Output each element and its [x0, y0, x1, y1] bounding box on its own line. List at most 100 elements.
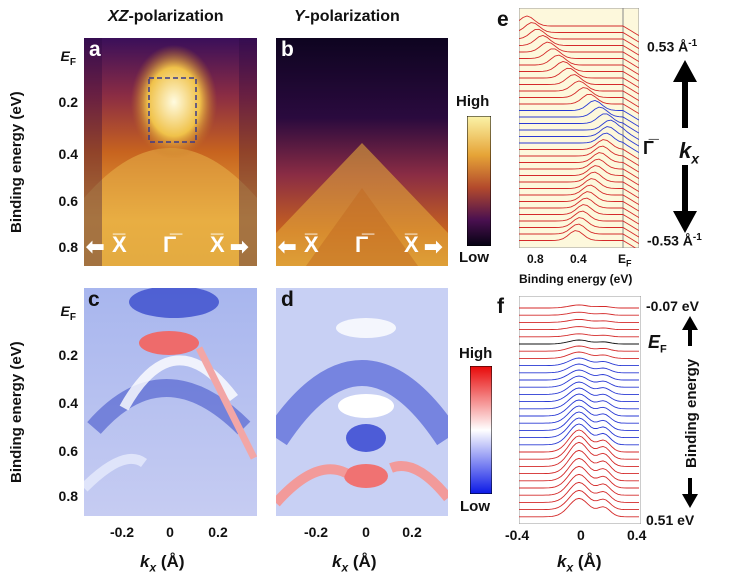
e-gamma: Γ̅	[643, 138, 654, 158]
ytick-0.6-bottom: 0.6	[58, 443, 78, 459]
e-top-label: 0.53 Å-1	[647, 38, 698, 55]
edc-curve	[519, 61, 639, 82]
xtick-d-0: 0	[362, 524, 370, 540]
mdc-curve	[519, 369, 639, 381]
edc-curve	[519, 139, 639, 160]
mdc-curve	[519, 497, 639, 518]
panel-c-heatmap	[84, 288, 257, 516]
edc-curve	[519, 217, 639, 238]
edc-curve	[519, 100, 639, 121]
e-xtick-0.4: 0.4	[570, 252, 587, 266]
edc-curve	[519, 126, 639, 147]
mdc-curve	[519, 473, 639, 496]
mdc-curve	[519, 351, 639, 359]
mdc-curve	[519, 411, 639, 431]
xtick-d-0.2: 0.2	[402, 524, 422, 540]
mdc-curve	[519, 333, 639, 338]
ytick-0.4-bottom: 0.4	[58, 395, 78, 411]
edc-curve	[519, 171, 639, 192]
edc-curve	[519, 230, 637, 248]
edc-curve	[519, 74, 639, 95]
ytick-0.6-top: 0.6	[58, 193, 78, 209]
edc-curve	[519, 152, 639, 173]
colorbar-bottom	[470, 366, 492, 494]
gamma-a: Γ̅	[163, 232, 177, 257]
edc-curve	[519, 80, 639, 101]
edc-curve	[519, 178, 639, 199]
f-x-label: kx (Å)	[557, 552, 602, 575]
panel-d-heatmap	[276, 288, 448, 516]
edc-curve	[519, 48, 639, 69]
xbar-left-b: X̅	[304, 232, 319, 257]
arrow-up-icon	[673, 60, 697, 128]
e-k-label: kx	[679, 138, 700, 167]
edc-curve	[519, 28, 639, 49]
edc-curve	[519, 197, 639, 218]
edc-curve	[519, 106, 639, 127]
mdc-curve	[519, 387, 639, 403]
mdc-curve	[519, 417, 639, 439]
mdc-curve	[519, 489, 639, 511]
f-xtick-neg0.4: -0.4	[505, 527, 530, 543]
edc-curve	[519, 41, 639, 62]
edc-curve	[519, 191, 639, 212]
ytick-0.2-bottom: 0.2	[58, 347, 78, 363]
e-x-label: Binding energy (eV)	[519, 272, 633, 286]
colorbar-top-high: High	[456, 93, 490, 110]
xtick-c-0.2: 0.2	[208, 524, 228, 540]
mdc-curve	[519, 429, 639, 453]
panel-e-curves	[519, 8, 639, 248]
mdc-curve	[519, 457, 639, 482]
edc-curve	[519, 87, 639, 108]
mdc-curve	[519, 318, 639, 323]
edc-curve	[519, 145, 639, 166]
e-xtick-0.8: 0.8	[527, 252, 544, 266]
f-ef-label: EF	[648, 332, 667, 356]
ytick-0.8-top: 0.8	[58, 239, 78, 255]
mdc-curve	[519, 399, 639, 417]
x-axis-label-d: kx (Å)	[332, 552, 377, 575]
xbar-right-b: X̅	[404, 232, 419, 257]
edc-curve	[519, 210, 639, 231]
colorbar-bottom-low: Low	[460, 498, 490, 515]
arrow-left-icon: ⬅	[278, 234, 297, 259]
panel-b-label: b	[281, 38, 294, 61]
edc-curve	[519, 119, 639, 140]
x-axis-label-c: kx (Å)	[140, 552, 185, 575]
mdc-curve	[519, 393, 639, 410]
xtick-c-neg0.2: -0.2	[109, 524, 135, 540]
panel-f-label: f	[497, 295, 504, 318]
panel-a-heatmap	[84, 38, 257, 266]
arrow-left-icon: ⬅	[86, 234, 105, 259]
arrow-right-icon: ➡	[424, 234, 443, 259]
mdc-curve	[519, 339, 639, 345]
mdc-curve	[519, 441, 639, 467]
colorbar-bottom-high: High	[459, 345, 493, 362]
panel-b-heatmap	[276, 38, 448, 266]
e-bottom-label: -0.53 Å-1	[647, 232, 702, 249]
edc-curve	[519, 15, 639, 36]
e-xtick-ef: EF	[618, 252, 632, 269]
mdc-curve	[519, 405, 639, 424]
colorbar-top-low: Low	[459, 249, 489, 266]
ytick-0.4-top: 0.4	[58, 146, 78, 162]
title-xz-polarization: XZ-polarization	[108, 8, 224, 25]
title-y-polarization: Y-polarization	[294, 8, 400, 25]
edc-curve	[519, 184, 639, 205]
panel-a-label: a	[89, 38, 101, 61]
edc-curve	[519, 223, 639, 244]
ytick-0.8-bottom: 0.8	[58, 488, 78, 504]
xtick-c-0: 0	[166, 524, 174, 540]
mdc-curve	[519, 465, 639, 489]
ytick-0.2-top: 0.2	[58, 94, 78, 110]
mdc-curve	[519, 345, 639, 352]
edc-curve	[519, 204, 639, 225]
edc-curve	[519, 93, 639, 114]
f-top-label: -0.07 eV	[646, 298, 699, 314]
y-axis-label-top: Binding energy (eV)	[8, 91, 25, 233]
xbar-right-a: X̅	[210, 232, 225, 257]
mdc-curve	[519, 481, 639, 503]
arrow-right-icon: ➡	[230, 234, 249, 259]
panel-f-frame	[519, 296, 641, 524]
f-side-label: Binding energy	[683, 358, 700, 468]
